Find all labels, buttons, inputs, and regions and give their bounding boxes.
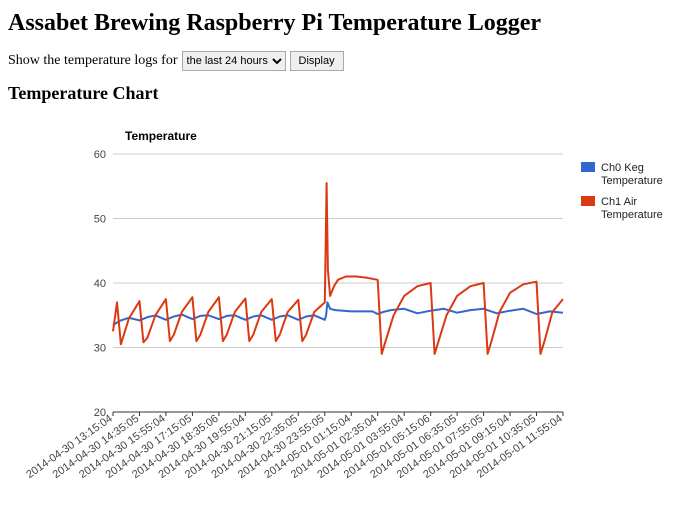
display-button[interactable]: Display <box>290 51 344 71</box>
page-title: Assabet Brewing Raspberry Pi Temperature… <box>8 10 692 37</box>
y-tick-label: 30 <box>94 343 106 355</box>
y-tick-label: 60 <box>94 149 106 161</box>
legend-label: Temperature <box>601 209 663 221</box>
legend-swatch <box>581 196 595 206</box>
time-range-select[interactable]: the last 24 hours <box>182 51 286 71</box>
legend-label: Ch0 Keg <box>601 162 644 174</box>
y-tick-label: 40 <box>94 278 106 290</box>
section-title: Temperature Chart <box>8 83 692 104</box>
controls-row: Show the temperature logs for the last 2… <box>8 51 692 71</box>
y-tick-label: 50 <box>94 214 106 226</box>
controls-prompt: Show the temperature logs for <box>8 53 178 69</box>
chart-svg: 20304050602014-04-30 13:15:042014-04-30 … <box>8 112 692 504</box>
legend-label: Temperature <box>601 175 663 187</box>
legend-swatch <box>581 162 595 172</box>
legend-label: Ch1 Air <box>601 196 637 208</box>
chart-inner-title: Temperature <box>125 129 197 143</box>
temperature-chart: 20304050602014-04-30 13:15:042014-04-30 … <box>8 112 692 512</box>
